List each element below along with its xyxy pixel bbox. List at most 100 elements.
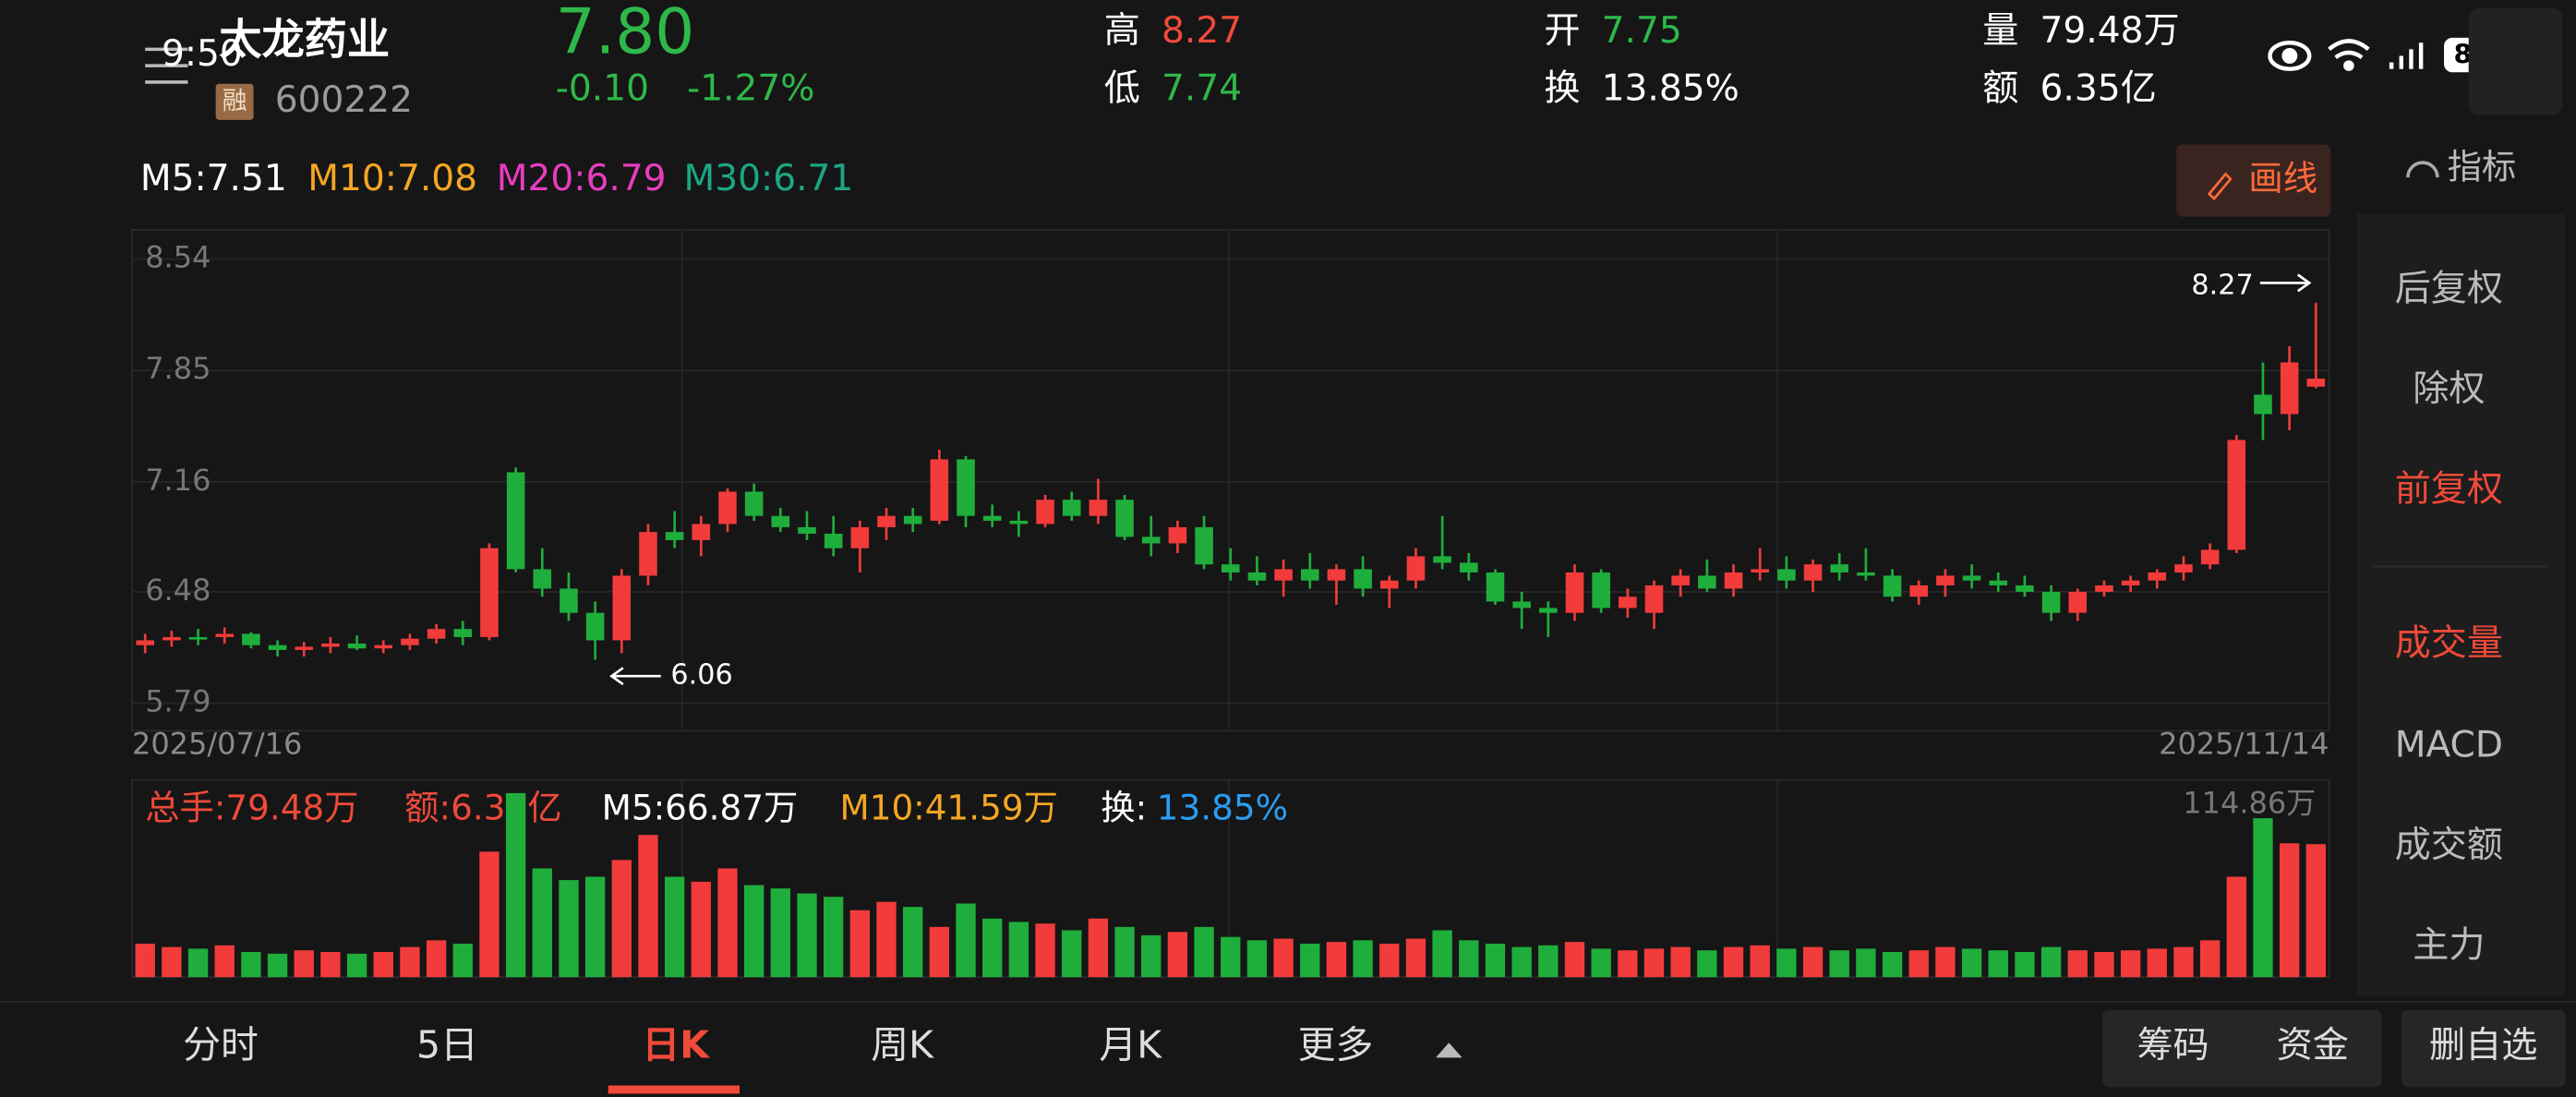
stat-label: 低 xyxy=(1104,67,1140,109)
indicator-button[interactable]: 指标 xyxy=(2448,147,2517,187)
side-item[interactable]: 成交额 xyxy=(2395,825,2503,866)
candle-body xyxy=(295,646,314,650)
volume-bar xyxy=(1511,946,1532,978)
candle-body xyxy=(2148,572,2167,581)
volume-bar xyxy=(2147,948,2167,978)
candle-body xyxy=(982,515,1002,521)
tab[interactable]: 5日 xyxy=(416,1023,478,1067)
candle-body xyxy=(188,636,208,640)
volume-bar xyxy=(903,907,923,978)
volume-bar xyxy=(1114,926,1135,978)
tab[interactable]: 月K xyxy=(1099,1023,1162,1067)
volume-bar xyxy=(1141,934,1162,978)
volume-bar xyxy=(187,948,209,978)
button[interactable]: 删自选 xyxy=(2429,1025,2537,1067)
side-item[interactable]: MACD xyxy=(2395,725,2503,766)
volume-bar xyxy=(1035,923,1055,978)
badge-bg xyxy=(215,83,254,120)
side-item[interactable]: 主力 xyxy=(2413,925,2485,967)
volume-bar xyxy=(929,926,950,978)
tab[interactable]: 周K xyxy=(871,1023,934,1067)
candle-body xyxy=(1221,564,1240,573)
candle-body xyxy=(1671,575,1690,585)
candle-body xyxy=(2016,585,2034,592)
volume-bar xyxy=(1591,948,1611,978)
draw-button[interactable]: 画线 xyxy=(2248,158,2317,199)
more-arrow xyxy=(1436,1043,1463,1058)
candle-body xyxy=(1936,575,1955,585)
tab[interactable]: 分时 xyxy=(183,1023,259,1067)
candle-body xyxy=(771,515,790,527)
volume-bar xyxy=(1246,940,1268,978)
volume-bar xyxy=(1697,950,1717,978)
candle-body xyxy=(2068,591,2088,613)
tab[interactable]: 更多 xyxy=(1298,1023,1374,1067)
volume-amount: 额:6.35亿 xyxy=(404,787,561,827)
candle-body xyxy=(136,640,154,645)
stat-label: 量 xyxy=(1982,10,2018,52)
volume-bar xyxy=(743,885,764,978)
candle-body xyxy=(1512,601,1531,609)
corner-button[interactable] xyxy=(2468,7,2563,115)
ma-legend: M5:7.51 xyxy=(140,158,287,199)
volume-bar xyxy=(400,946,420,978)
menu-icon[interactable] xyxy=(145,47,188,84)
candle-body xyxy=(1141,536,1161,544)
tab-underline xyxy=(608,1085,740,1094)
candle-body xyxy=(1777,569,1796,581)
candle-body xyxy=(2306,378,2326,387)
side-item[interactable]: 后复权 xyxy=(2395,268,2503,309)
tab-active[interactable]: 日K xyxy=(642,1023,710,1067)
side-item[interactable]: 成交量 xyxy=(2395,622,2503,664)
candle-body xyxy=(2121,580,2140,585)
candle-body xyxy=(1062,500,1081,516)
volume-bar xyxy=(1802,946,1824,978)
volume-bar xyxy=(1882,952,1903,978)
volume-bar xyxy=(1961,948,1982,978)
stat-value: 8.27 xyxy=(1162,10,1242,52)
volume-bar xyxy=(346,953,367,978)
candle-body xyxy=(268,645,287,650)
stock-name: 太龙药业 xyxy=(219,15,390,65)
candle-body xyxy=(1274,569,1293,581)
y-tick-label: 8.54 xyxy=(145,239,211,274)
volume-bar xyxy=(320,952,341,978)
ma-legend: M30:6.71 xyxy=(684,158,854,199)
volume-bar xyxy=(2253,818,2273,978)
candle-body xyxy=(1989,580,2008,585)
candle-body xyxy=(1883,575,1902,597)
volume-bar xyxy=(691,881,711,978)
volume-bar xyxy=(162,946,182,978)
stat-label: 额 xyxy=(1982,67,2018,109)
status-time: 9:50 xyxy=(162,33,243,75)
candle-body xyxy=(1380,580,1399,589)
annotation: 6.06 xyxy=(670,659,732,692)
candle-body xyxy=(1619,597,1637,609)
candle-body xyxy=(930,459,949,521)
candle-body xyxy=(850,526,870,548)
volume-bar xyxy=(2199,940,2221,978)
button[interactable]: 资金 xyxy=(2277,1025,2349,1067)
side-item[interactable]: 前复权 xyxy=(2395,468,2503,510)
volume-bar xyxy=(1459,940,1479,978)
change-pct: -1.27% xyxy=(687,67,814,109)
button[interactable]: 筹码 xyxy=(2137,1025,2209,1067)
volume-bar xyxy=(241,952,261,978)
volume-bar xyxy=(1564,942,1585,978)
candle-body xyxy=(560,588,578,613)
turnover: 13.85% xyxy=(1157,787,1288,827)
candle-body xyxy=(903,515,922,524)
volume-bar xyxy=(1538,945,1559,978)
volume-bar xyxy=(1379,943,1400,978)
volume-m10: M10:41.59万 xyxy=(839,787,1057,827)
candle-body xyxy=(2254,394,2272,415)
stat-label: 换 xyxy=(1544,67,1580,109)
candle-body xyxy=(1644,585,1664,613)
candle-body xyxy=(1300,569,1319,581)
volume-bar xyxy=(2226,876,2246,978)
candle-body xyxy=(1909,585,1929,597)
volume-bar xyxy=(717,868,738,978)
candle-body xyxy=(321,643,340,647)
side-item[interactable]: 除权 xyxy=(2413,368,2485,410)
volume-bar xyxy=(1353,940,1373,978)
